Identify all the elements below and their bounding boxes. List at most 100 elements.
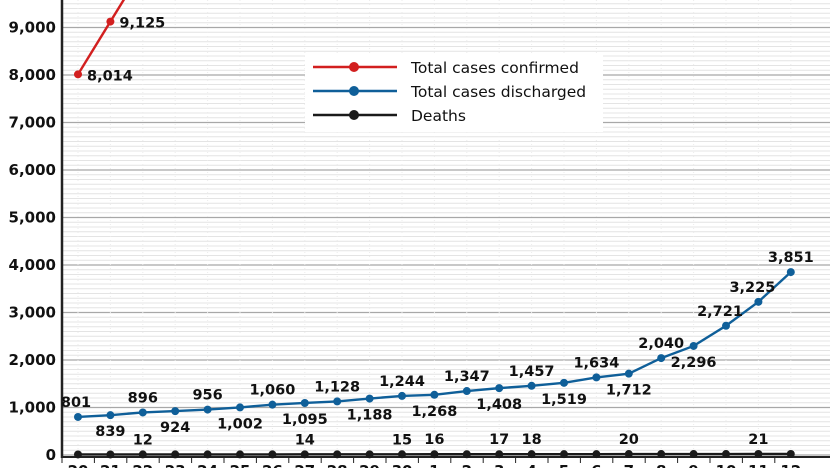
x-tick-label: 28 — [327, 462, 348, 468]
x-tick-label: 11 — [748, 462, 769, 468]
deaths-point — [236, 450, 244, 459]
x-tick-label: 10 — [716, 462, 737, 468]
discharged-data-label: 2,296 — [671, 355, 717, 371]
discharged-data-label: 896 — [128, 390, 158, 406]
discharged-data-label: 3,225 — [729, 280, 775, 296]
legend-label: Total cases confirmed — [410, 59, 579, 77]
y-tick-label: 9,000 — [9, 19, 56, 37]
legend-label: Total cases discharged — [410, 83, 586, 101]
deaths-data-label: 15 — [392, 432, 412, 448]
discharged-data-label: 1,095 — [282, 412, 328, 428]
deaths-point — [722, 450, 730, 459]
total-cases-discharged-point — [495, 384, 504, 393]
total-cases-discharged-point — [300, 398, 309, 407]
deaths-point — [300, 450, 309, 459]
deaths-point — [657, 450, 666, 459]
discharged-data-label: 1,519 — [541, 392, 587, 408]
total-cases-discharged-point — [592, 373, 601, 382]
series-group — [74, 0, 795, 459]
discharged-data-label: 1,408 — [476, 397, 522, 413]
discharged-data-label: 956 — [192, 388, 222, 404]
deaths-point — [754, 450, 763, 459]
y-tick-label: 8,000 — [9, 66, 56, 84]
discharged-data-label: 1,347 — [444, 369, 490, 385]
deaths-point — [786, 450, 795, 459]
total-cases-discharged-point — [398, 391, 406, 400]
confirmed-data-label: 8,014 — [87, 68, 133, 84]
deaths-point — [268, 450, 277, 459]
deaths-data-label: 14 — [295, 432, 315, 448]
total-cases-discharged-point — [138, 408, 147, 417]
total-cases-discharged-point — [268, 400, 277, 409]
total-cases-discharged-point — [527, 381, 536, 390]
x-axis-ticks: 2021222324252627282930123456789101112 — [61, 457, 801, 468]
x-tick-label: 27 — [294, 462, 315, 468]
deaths-point — [203, 450, 212, 459]
y-tick-label: 7,000 — [9, 114, 56, 132]
discharged-data-label: 1,268 — [411, 404, 457, 420]
x-tick-label: 22 — [132, 462, 153, 468]
deaths-point — [171, 450, 180, 459]
deaths-point — [462, 450, 471, 459]
x-tick-label: 21 — [100, 462, 121, 468]
x-tick-label: 20 — [68, 462, 89, 468]
y-tick-label: 5,000 — [9, 209, 56, 227]
deaths-data-label: 18 — [522, 432, 542, 448]
deaths-data-label: 16 — [424, 432, 444, 448]
x-tick-label: 6 — [591, 462, 601, 468]
y-tick-label: 1,000 — [9, 399, 56, 417]
discharged-data-label: 924 — [160, 420, 190, 436]
y-tick-label: 4,000 — [9, 256, 56, 274]
total-cases-discharged-point — [657, 354, 666, 363]
x-tick-label: 26 — [262, 462, 283, 468]
total-cases-discharged-legend-marker — [349, 86, 359, 96]
deaths-data-label: 21 — [748, 432, 768, 448]
total-cases-discharged-point — [203, 405, 212, 414]
total-cases-confirmed-point — [74, 70, 82, 79]
y-tick-label: 6,000 — [9, 161, 56, 179]
discharged-data-label: 2,040 — [638, 336, 684, 352]
x-tick-label: 8 — [656, 462, 666, 468]
x-tick-label: 29 — [359, 462, 380, 468]
deaths-legend-marker — [349, 110, 359, 120]
x-tick-label: 1 — [429, 462, 439, 468]
x-tick-label: 23 — [165, 462, 186, 468]
total-cases-confirmed-legend-marker — [349, 62, 359, 72]
deaths-point — [560, 450, 568, 459]
total-cases-discharged-point — [365, 394, 374, 403]
deaths-point — [106, 450, 115, 459]
total-cases-discharged-point — [754, 297, 763, 306]
discharged-data-label: 3,851 — [768, 250, 814, 266]
deaths-point — [527, 450, 536, 459]
x-tick-label: 3 — [494, 462, 504, 468]
total-cases-discharged-point — [462, 387, 471, 396]
x-tick-label: 2 — [462, 462, 472, 468]
total-cases-discharged-point — [333, 397, 342, 406]
y-tick-label: 0 — [46, 446, 56, 464]
deaths-point — [430, 450, 439, 459]
total-cases-discharged-point — [171, 407, 180, 416]
total-cases-discharged-point — [430, 390, 439, 399]
discharged-data-label: 1,188 — [347, 408, 393, 424]
x-tick-label: 24 — [197, 462, 218, 468]
total-cases-discharged-point — [106, 411, 115, 420]
x-tick-label: 9 — [688, 462, 698, 468]
legend: Total cases confirmed Total cases dischar… — [305, 54, 603, 132]
deaths-point — [74, 450, 82, 459]
discharged-data-label: 1,002 — [217, 416, 263, 432]
y-tick-label: 2,000 — [9, 351, 56, 369]
total-cases-discharged-point — [624, 369, 633, 378]
x-tick-label: 4 — [526, 462, 536, 468]
deaths-data-label: 17 — [489, 432, 509, 448]
discharged-data-label: 1,457 — [509, 364, 555, 380]
discharged-data-label: 2,721 — [697, 304, 743, 320]
deaths-point — [624, 450, 633, 459]
total-cases-discharged-point — [236, 403, 244, 412]
discharged-data-label: 1,128 — [314, 379, 360, 395]
total-cases-confirmed-point — [106, 17, 115, 26]
total-cases-discharged-point — [689, 341, 698, 350]
discharged-data-label: 801 — [61, 395, 91, 411]
total-cases-discharged-point — [560, 378, 568, 387]
